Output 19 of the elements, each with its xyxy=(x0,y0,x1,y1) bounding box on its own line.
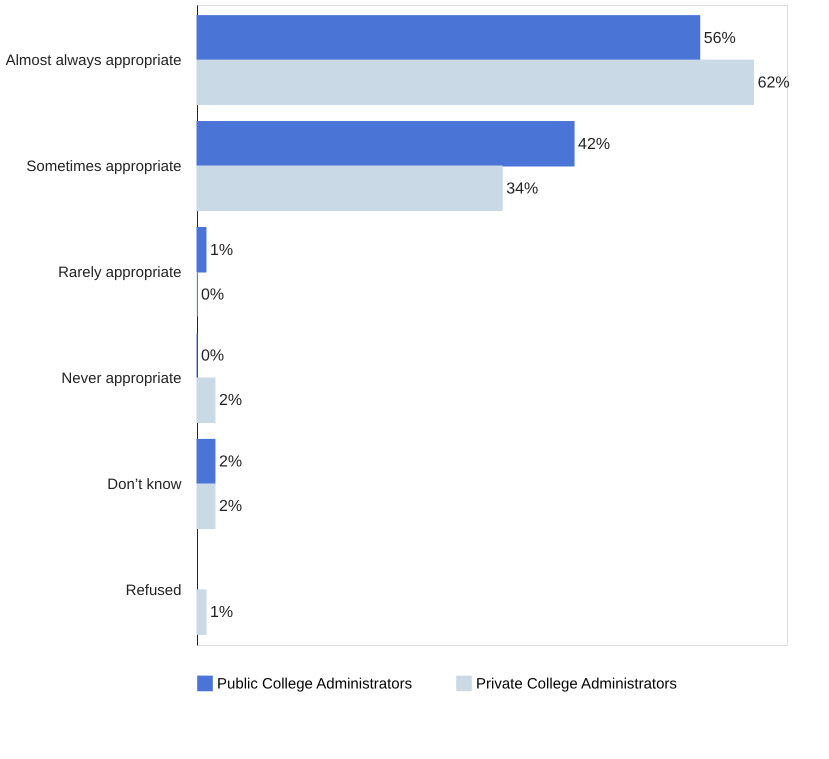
data-label: 1% xyxy=(210,604,234,622)
y-tick-label: Don’t know xyxy=(107,476,182,493)
data-label: 42% xyxy=(578,136,610,153)
data-label: 34% xyxy=(506,180,538,198)
data-label: 1% xyxy=(210,242,234,259)
data-label: 2% xyxy=(218,454,242,471)
y-tick-label: Sometimes appropriate xyxy=(26,158,182,176)
data-label: 56% xyxy=(704,30,736,47)
data-label: 0% xyxy=(201,286,224,304)
y-tick-label: Refused xyxy=(126,582,182,599)
y-tick-label: Never appropriate xyxy=(61,370,182,387)
legend-label: Private College Administrators xyxy=(476,675,677,692)
y-tick-label: Rarely appropriate xyxy=(58,264,182,282)
data-label: 62% xyxy=(758,74,790,92)
y-tick-label: Almost always appropriate xyxy=(6,52,182,70)
data-label: 0% xyxy=(201,348,224,365)
data-label: 2% xyxy=(218,392,242,410)
data-label: 2% xyxy=(218,498,242,516)
legend-label: Public College Administrators xyxy=(217,675,412,692)
